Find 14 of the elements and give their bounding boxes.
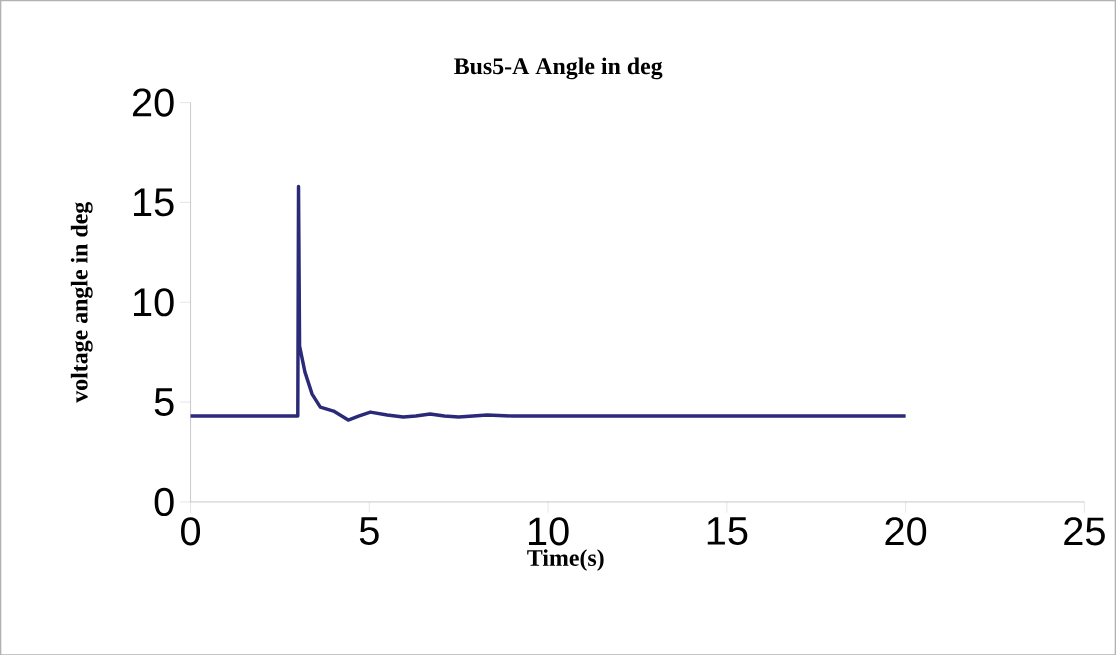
y-tick-label: 20 — [132, 88, 174, 117]
y-tick-label: 5 — [154, 387, 174, 416]
x-tick-label: 25 — [1064, 516, 1105, 546]
x-tick-label: 20 — [885, 516, 927, 546]
x-tick-label: 10 — [528, 516, 569, 546]
x-tick-label: 5 — [359, 517, 379, 545]
x-tick-label: 0 — [181, 516, 201, 546]
x-axis-title: Time(s) — [527, 548, 604, 571]
chart-title: Bus5-A Angle in deg — [454, 57, 663, 80]
x-tick-label: 15 — [707, 517, 748, 545]
y-tick-label: 15 — [134, 188, 174, 217]
y-tick-label: 0 — [154, 487, 174, 516]
y-axis-title: voltage angle in deg — [70, 201, 93, 403]
y-tick-label: 10 — [134, 287, 174, 317]
